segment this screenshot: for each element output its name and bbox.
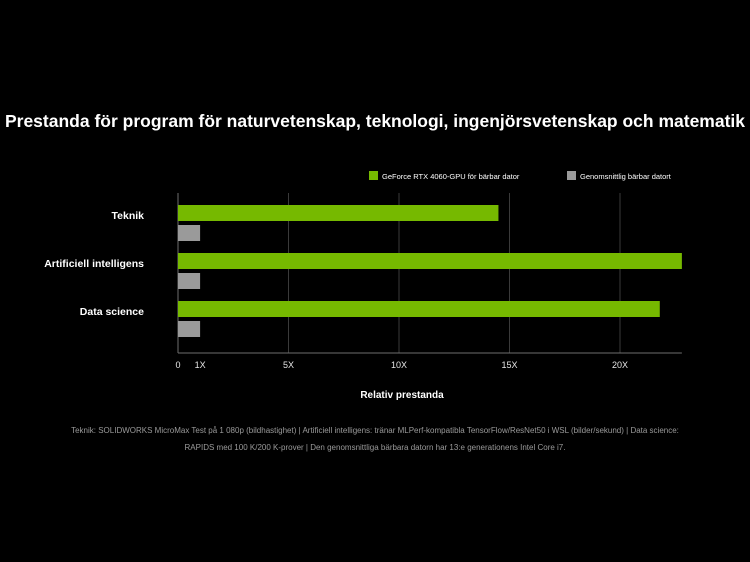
footnote-line-1: Teknik: SOLIDWORKS MicroMax Test på 1 08… — [71, 426, 679, 435]
footnote-line-2: RAPIDS med 100 K/200 K-prover | Den geno… — [184, 443, 566, 452]
category-label-teknik: Teknik — [112, 210, 145, 222]
category-label-artificiell-intelligens: Artificiell intelligens — [44, 258, 144, 270]
x-tick-label-15x: 15X — [501, 360, 517, 370]
x-tick-label-20x: 20X — [612, 360, 628, 370]
legend-label-series-2: Genomsnittlig bärbar datort — [580, 172, 672, 181]
legend: GeForce RTX 4060-GPU för bärbar dator Gen… — [369, 171, 672, 181]
chart-title: Prestanda för program för naturvetenskap… — [4, 111, 746, 131]
x-axis-title: Relativ prestanda — [360, 390, 444, 401]
footnote: Teknik: SOLIDWORKS MicroMax Test på 1 08… — [20, 422, 730, 456]
bar-teknik-series-1 — [178, 205, 499, 221]
x-tick-label-0: 0 — [175, 360, 180, 370]
legend-label-series-1: GeForce RTX 4060-GPU för bärbar dator — [382, 172, 520, 181]
legend-swatch-series-1 — [369, 171, 378, 180]
x-tick-label-5x: 5X — [283, 360, 294, 370]
x-tick-label-10x: 10X — [391, 360, 407, 370]
x-tick-label-1x: 1X — [195, 360, 206, 370]
bar-artificiell-intelligens-series-1 — [178, 253, 682, 269]
category-label-data-science: Data science — [80, 306, 144, 318]
bar-data-science-series-2 — [178, 321, 201, 337]
bar-teknik-series-2 — [178, 225, 201, 241]
bar-artificiell-intelligens-series-2 — [178, 273, 201, 289]
legend-swatch-series-2 — [567, 171, 576, 180]
labels: 0 1X 5X 10X 15X 20X Relativ prestanda Teknik Art… — [44, 210, 628, 401]
bar-data-science-series-1 — [178, 301, 660, 317]
bars — [178, 205, 682, 337]
